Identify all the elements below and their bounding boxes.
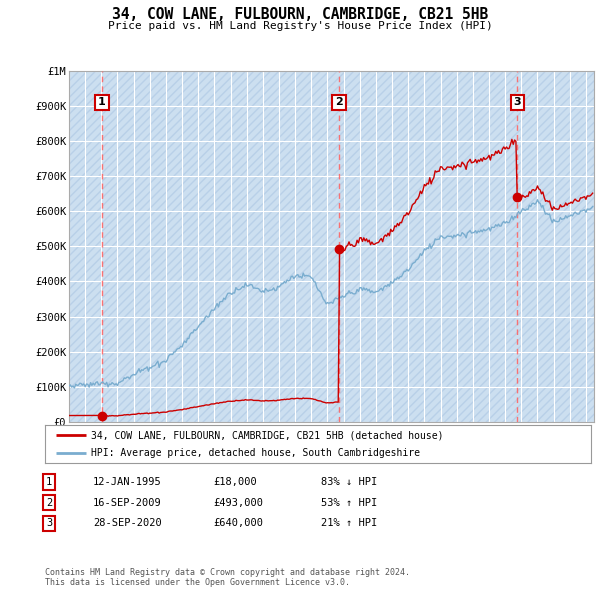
Text: 12-JAN-1995: 12-JAN-1995	[93, 477, 162, 487]
Text: 3: 3	[46, 519, 52, 528]
Text: 1: 1	[46, 477, 52, 487]
Text: 34, COW LANE, FULBOURN, CAMBRIDGE, CB21 5HB (detached house): 34, COW LANE, FULBOURN, CAMBRIDGE, CB21 …	[91, 430, 444, 440]
Text: 2: 2	[46, 498, 52, 507]
Text: £18,000: £18,000	[213, 477, 257, 487]
Text: 83% ↓ HPI: 83% ↓ HPI	[321, 477, 377, 487]
Text: Price paid vs. HM Land Registry's House Price Index (HPI): Price paid vs. HM Land Registry's House …	[107, 21, 493, 31]
Text: 21% ↑ HPI: 21% ↑ HPI	[321, 519, 377, 528]
Text: £640,000: £640,000	[213, 519, 263, 528]
Text: 28-SEP-2020: 28-SEP-2020	[93, 519, 162, 528]
Text: 16-SEP-2009: 16-SEP-2009	[93, 498, 162, 507]
Text: 34, COW LANE, FULBOURN, CAMBRIDGE, CB21 5HB: 34, COW LANE, FULBOURN, CAMBRIDGE, CB21 …	[112, 7, 488, 22]
Text: £493,000: £493,000	[213, 498, 263, 507]
Text: Contains HM Land Registry data © Crown copyright and database right 2024.
This d: Contains HM Land Registry data © Crown c…	[45, 568, 410, 587]
Text: 3: 3	[513, 97, 521, 107]
Text: 1: 1	[98, 97, 106, 107]
Text: HPI: Average price, detached house, South Cambridgeshire: HPI: Average price, detached house, Sout…	[91, 448, 421, 458]
Text: 53% ↑ HPI: 53% ↑ HPI	[321, 498, 377, 507]
Text: 2: 2	[335, 97, 343, 107]
